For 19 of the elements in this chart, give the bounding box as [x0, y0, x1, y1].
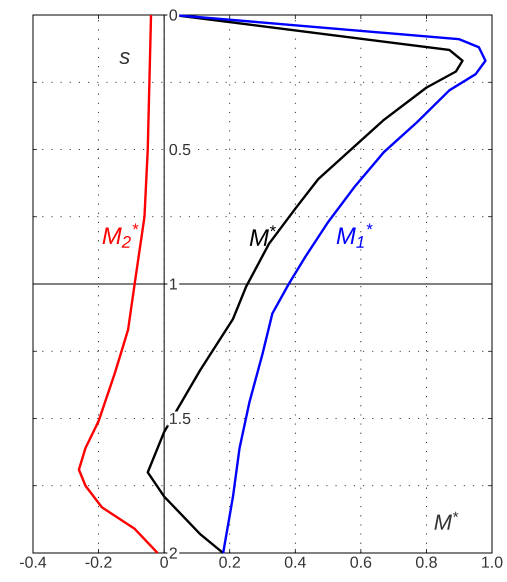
- x-tick-label: -0.2: [86, 556, 112, 568]
- y-axis-title: s: [119, 52, 130, 64]
- y-tick-label: 2: [170, 547, 177, 559]
- x-tick-label: -0.4: [20, 556, 46, 568]
- series-label: M$_{2}$*: [102, 223, 139, 248]
- x-tick-label: 0.8: [416, 556, 437, 568]
- line-series: [78, 14, 159, 554]
- y-tick-label: 0: [169, 9, 178, 21]
- x-tick-label: 0.2: [219, 556, 240, 568]
- series-label: M$^{*}$: [250, 225, 276, 246]
- y-tick-label: 1: [170, 278, 177, 290]
- y-tick-label: 0.5: [169, 144, 190, 156]
- x-tick-label: 0: [160, 556, 168, 568]
- x-tick-label: 0.6: [350, 556, 372, 568]
- series-label: M$_{1}$*: [336, 223, 373, 248]
- y-tick-label: 1.5: [170, 412, 190, 424]
- x-axis-title: M$^{*}$: [434, 512, 458, 530]
- x-tick-label: 0.4: [284, 556, 306, 568]
- x-tick-label: 1.0: [482, 556, 502, 568]
